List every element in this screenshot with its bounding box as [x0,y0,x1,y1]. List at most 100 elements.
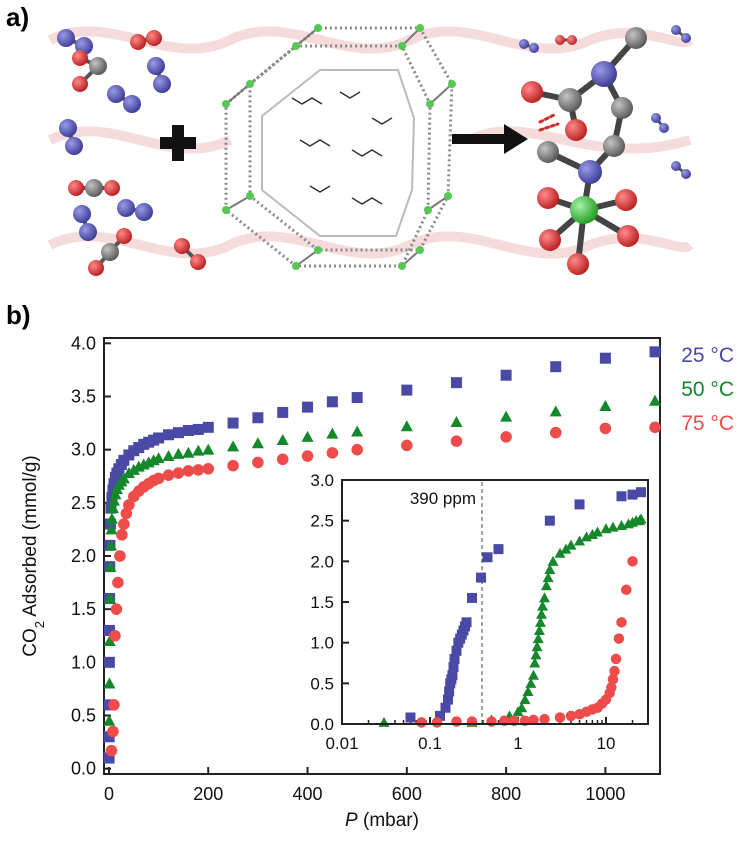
right-arrow-icon [452,124,528,154]
data-point [152,472,165,485]
data-point [192,423,204,435]
data-point [549,405,562,417]
data-point [202,463,215,475]
data-point [107,725,119,738]
inset-data-point [447,670,458,681]
inset-data-point [554,547,566,558]
inset-data-point [486,716,497,727]
data-point [450,415,463,427]
inset-y-tick-label: 0.5 [310,674,334,693]
inset-x-tick-label: 0.1 [418,734,442,753]
panel-label-b: b) [6,300,31,330]
inset-data-point [522,685,534,696]
inset-data-point [440,702,451,713]
data-point [103,592,117,604]
data-point [500,369,512,381]
inset-data-point [476,572,487,583]
data-point [500,431,512,443]
data-point [107,494,120,506]
data-point [182,425,194,437]
inset-data-point [525,677,537,688]
inset-data-point [482,552,493,563]
main-plot-frame [103,337,661,775]
inset-y-tick-label: 2.5 [310,512,334,531]
inset-data-point [606,682,617,693]
data-point [103,752,115,764]
data-point [105,523,118,535]
inset-data-point [636,487,647,498]
data-point [251,437,264,449]
data-point [202,421,214,433]
data-point [182,446,195,458]
inset-data-point [529,657,541,668]
data-point [172,467,185,479]
inset-data-point [531,641,543,652]
data-point [302,401,314,413]
data-point [107,484,119,496]
inset-data-point [616,491,627,502]
data-point [202,443,215,455]
inset-data-point [533,624,545,635]
panel-label-a: a) [6,2,30,32]
data-point [276,453,289,466]
inset-data-point [442,694,453,705]
data-point [252,456,264,469]
inset-data-point [565,710,577,722]
data-point [599,352,611,364]
inset-data-point [416,717,427,728]
data-point [114,550,126,562]
data-point [599,422,612,435]
inset-data-point [538,592,550,603]
data-point [104,539,117,551]
data-point [351,425,364,437]
inset-x-tick-label: 1 [513,734,522,753]
x-tick-label: 800 [491,784,521,804]
data-point [227,440,240,452]
inset-data-point [591,526,603,537]
data-point [104,560,117,572]
data-point [550,361,562,373]
data-point [549,426,562,439]
data-point [649,421,661,434]
data-point [152,452,165,464]
inset-data-point [466,592,477,603]
inset-data-point [574,535,586,546]
data-point [401,384,413,396]
legend-entry: 75 °C [681,412,734,435]
y-axis-label-post: Adsorbed (mmol/g) [20,455,41,621]
inset-y-tick-label: 3.0 [310,471,334,490]
inset-data-point [627,489,638,500]
inset-data-point [627,556,638,567]
y-tick-label: 1.5 [71,599,96,619]
data-point [450,377,462,389]
legend-entry: 50 °C [681,378,734,401]
inset-data-point [444,686,455,697]
data-point [400,420,413,432]
data-point [252,412,264,424]
data-point [172,447,185,459]
inset-data-point [405,712,416,723]
inset-y-tick-label: 2.0 [310,552,334,571]
data-point [351,443,363,456]
y-tick-label: 0.0 [71,759,96,779]
data-point [227,417,239,429]
inset-data-point [574,499,585,510]
data-point [326,447,339,459]
inset-data-point [519,694,531,705]
right-molecules [519,25,691,179]
data-point [401,439,413,452]
data-point [103,714,116,726]
inset-data-point [532,633,544,644]
x-axis-label-p: P [345,810,358,831]
inset-data-point [537,600,549,611]
inset-data-point [565,539,577,550]
y-axis-label-pre: CO [20,628,41,657]
inset-data-point [431,717,443,728]
legend: 25 °C 50 °C 75 °C [681,344,734,435]
inset-data-point [560,543,572,554]
inset-data-point [635,513,647,524]
inset-data-point [542,572,554,583]
inset-data-point [528,669,540,680]
inset-data-point [493,544,504,555]
data-point [192,464,205,476]
